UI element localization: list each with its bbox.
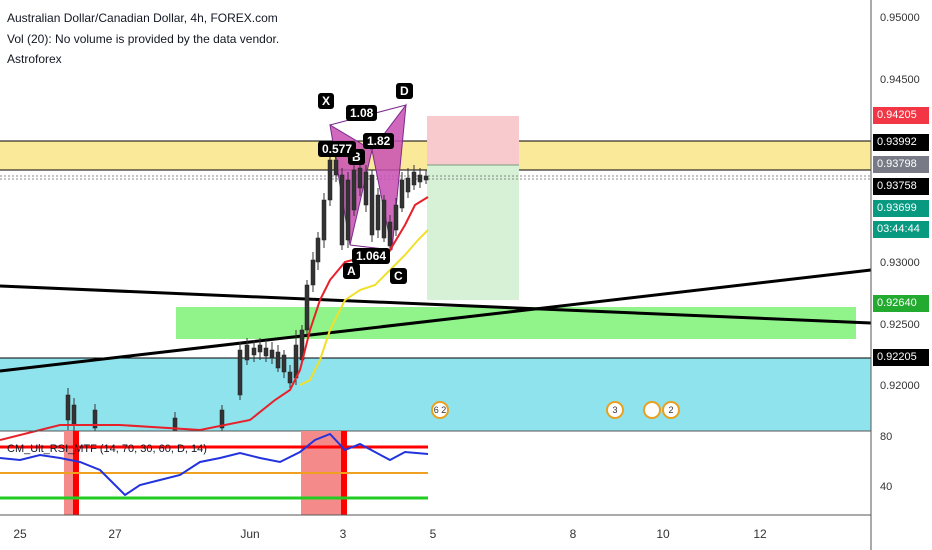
candle-body <box>263 347 269 357</box>
candle-body <box>351 169 357 211</box>
price-badge-green-zone: 0.92640 <box>873 295 929 312</box>
candle-body <box>321 199 327 241</box>
pattern-point-d: D <box>396 83 413 99</box>
candle-body <box>423 175 429 181</box>
rsi-tick: 40 <box>880 481 893 493</box>
rsi-line <box>0 432 429 497</box>
candle-body <box>275 351 281 369</box>
countdown-badge: 03:44:44 <box>873 221 929 238</box>
moving-average-red <box>0 196 429 441</box>
time-tick: 5 <box>429 527 437 541</box>
candle-body <box>393 204 399 231</box>
price-tick: 0.92500 <box>880 319 920 331</box>
candle-body <box>219 409 225 429</box>
time-tick: 12 <box>753 527 767 541</box>
take-profit-zone <box>427 165 519 300</box>
stop-loss-zone <box>427 116 519 165</box>
candle-body <box>387 221 393 247</box>
candle-body <box>257 344 263 353</box>
candle-body <box>65 394 71 421</box>
price-tick: 0.92000 <box>880 380 920 392</box>
price-badge-entry: 0.93798 <box>873 156 929 173</box>
candle-body <box>251 347 257 356</box>
price-tick: 0.93000 <box>880 257 920 269</box>
candle-body <box>304 284 310 331</box>
symbol-title: Australian Dollar/Canadian Dollar, 4h, F… <box>7 11 278 25</box>
candle-body <box>237 349 243 396</box>
price-badge-zone-top: 0.93992 <box>873 134 929 151</box>
candle-body <box>405 177 411 193</box>
candle-body <box>310 259 316 286</box>
candle-body <box>339 174 345 246</box>
trendline-up[interactable] <box>0 268 872 373</box>
candle-body <box>244 344 250 361</box>
candle-body <box>269 349 275 359</box>
event-icon-ca-2[interactable]: 2 <box>662 401 680 419</box>
candle-body <box>411 171 417 186</box>
demand-zone <box>0 358 871 431</box>
ratio-label-xb: 1.08 <box>346 105 378 121</box>
candle-body <box>345 179 351 241</box>
time-tick: 8 <box>569 527 577 541</box>
volume-label: Vol (20): No volume is provided by the d… <box>7 32 280 46</box>
ratio-label-ac: 1.064 <box>352 248 391 264</box>
price-badge-level: 0.93758 <box>873 178 929 195</box>
candle-body <box>417 174 423 183</box>
candle-body <box>327 159 333 201</box>
rsi-tick: 80 <box>880 431 893 443</box>
price-badge-stop: 0.94205 <box>873 107 929 124</box>
candle-body <box>381 199 387 239</box>
price-tick: 0.94500 <box>880 74 920 86</box>
pattern-point-x: X <box>318 93 335 109</box>
candle-body <box>363 171 369 206</box>
trendline-down[interactable] <box>0 284 872 325</box>
candle-body <box>375 194 381 231</box>
time-tick: 3 <box>339 527 347 541</box>
event-icon-ca[interactable]: 6 2 <box>431 401 449 419</box>
time-tick: 27 <box>108 527 122 541</box>
price-badge-last: 0.93699 <box>873 200 929 217</box>
price-badge-cyan-zone: 0.92205 <box>873 349 929 366</box>
pattern-point-a: A <box>343 263 360 279</box>
candle-body <box>315 237 321 263</box>
time-tick: Jun <box>240 527 260 541</box>
event-icon-au-2[interactable] <box>643 401 661 419</box>
moving-average-yellow <box>299 229 429 386</box>
candle-body <box>71 404 77 426</box>
candle-body <box>281 354 287 373</box>
candle-body <box>287 371 293 384</box>
indicator-label: Astroforex <box>7 52 62 66</box>
candle-body <box>333 159 339 176</box>
pattern-point-c: C <box>390 268 407 284</box>
time-tick: 10 <box>656 527 670 541</box>
event-icon-au[interactable]: 3 <box>606 401 624 419</box>
ratio-label-bd: 1.82 <box>363 133 395 149</box>
candle-body <box>357 167 363 189</box>
ratio-label-ab: 0.577 <box>318 141 357 157</box>
time-tick: 25 <box>13 527 27 541</box>
price-tick: 0.95000 <box>880 12 920 24</box>
candle-body <box>369 174 375 236</box>
candle-body <box>399 179 405 209</box>
candle-body <box>92 409 98 429</box>
rsi-indicator-label: CM_Ult_RSI_MTF (14, 70, 30, 60, D, 14) <box>7 443 207 455</box>
